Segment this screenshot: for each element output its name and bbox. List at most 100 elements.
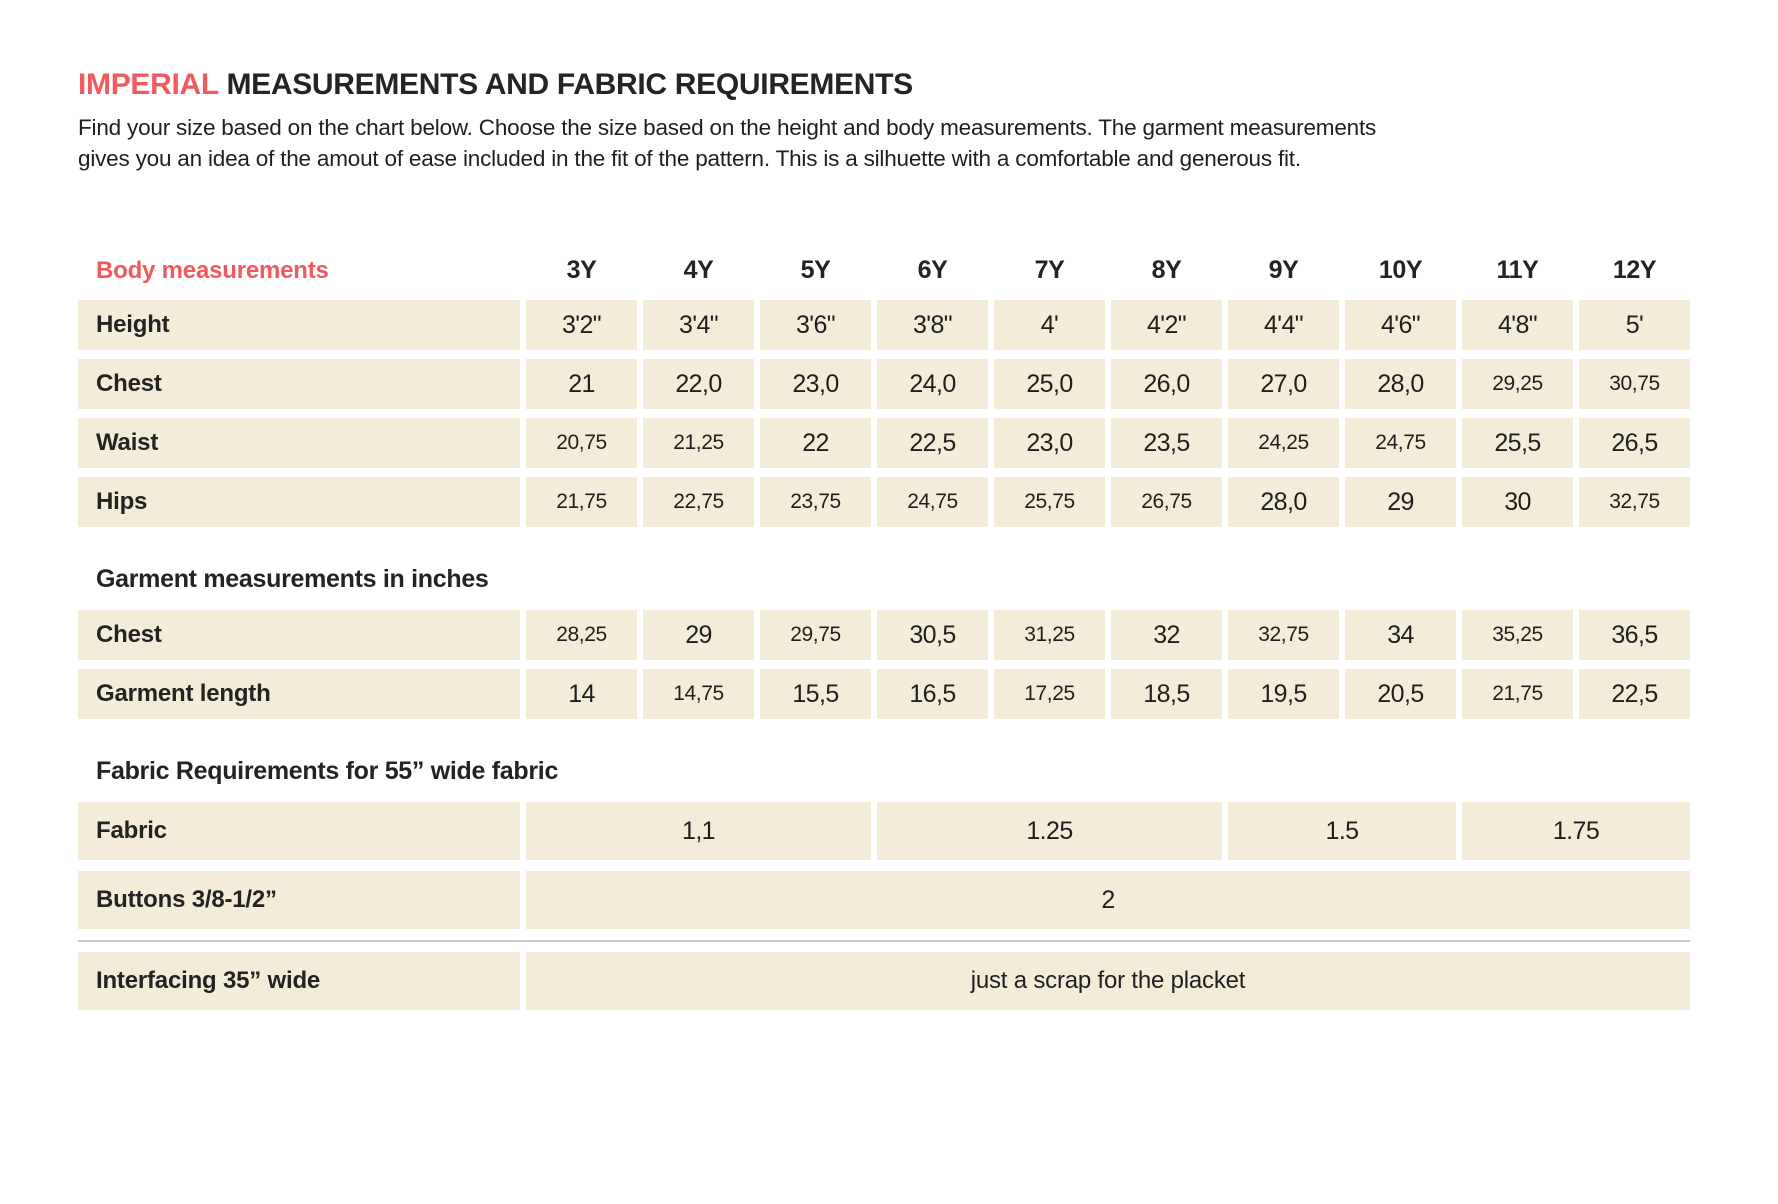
cell-value: 20,75: [526, 418, 637, 469]
cell-value: 20,5: [1345, 669, 1456, 720]
table-row-garment-chest: Chest 28,25 29 29,75 30,5 31,25 32 32,75…: [78, 610, 1690, 661]
size-column-header: 5Y: [800, 256, 831, 285]
row-label: Hips: [78, 477, 520, 528]
table-row-chest: Chest 21 22,0 23,0 24,0 25,0 26,0 27,0 2…: [78, 359, 1690, 410]
body-measurements-heading: Body measurements: [96, 257, 329, 285]
cell-value: 34: [1345, 610, 1456, 661]
table-row-garment-length: Garment length 14 14,75 15,5 16,5 17,25 …: [78, 669, 1690, 720]
cell-value: 29: [643, 610, 754, 661]
size-column-header: 12Y: [1612, 256, 1657, 285]
row-label: Buttons 3/8-1/2”: [78, 871, 520, 930]
cell-value: 27,0: [1228, 359, 1339, 410]
size-column-header: 10Y: [1378, 256, 1423, 285]
cell-value: 22,0: [643, 359, 754, 410]
cell-value: 31,25: [994, 610, 1105, 661]
cell-value: 21: [526, 359, 637, 410]
size-column-header: 7Y: [1034, 256, 1065, 285]
cell-value: 4'4": [1228, 300, 1339, 351]
cell-value: 30: [1462, 477, 1573, 528]
cell-value: 36,5: [1579, 610, 1690, 661]
table-row-buttons: Buttons 3/8-1/2” 2: [78, 871, 1690, 930]
cell-value: 28,25: [526, 610, 637, 661]
cell-value: 28,0: [1345, 359, 1456, 410]
size-chart: Body measurements 3Y 4Y 5Y 6Y 7Y 8Y 9Y 1…: [78, 256, 1690, 1011]
cell-value: 35,25: [1462, 610, 1573, 661]
cell-value: 17,25: [994, 669, 1105, 720]
cell-value: 25,0: [994, 359, 1105, 410]
row-label: Waist: [78, 418, 520, 469]
cell-value: 29: [1345, 477, 1456, 528]
cell-value: 25,75: [994, 477, 1105, 528]
cell-value: 24,75: [1345, 418, 1456, 469]
table-row-height: Height 3'2" 3'4" 3'6" 3'8" 4' 4'2" 4'4" …: [78, 300, 1690, 351]
cell-value: 30,75: [1579, 359, 1690, 410]
cell-value: 22: [760, 418, 871, 469]
cell-value: 5': [1579, 300, 1690, 351]
cell-value: 24,25: [1228, 418, 1339, 469]
cell-value: 25,5: [1462, 418, 1573, 469]
row-label: Height: [78, 300, 520, 351]
table-row-fabric: Fabric 1,1 1.25 1.5 1.75: [78, 802, 1690, 861]
title-accent: IMPERIAL: [78, 68, 219, 101]
cell-value: 26,0: [1111, 359, 1222, 410]
cell-value: 16,5: [877, 669, 988, 720]
cell-value: 21,75: [1462, 669, 1573, 720]
cell-value: 26,5: [1579, 418, 1690, 469]
cell-value: 3'6": [760, 300, 871, 351]
size-column-header: 11Y: [1496, 256, 1539, 285]
cell-value-merged: 1,1: [526, 802, 871, 861]
cell-value: 19,5: [1228, 669, 1339, 720]
cell-value: 14: [526, 669, 637, 720]
page-title: IMPERIAL MEASUREMENTS AND FABRIC REQUIRE…: [78, 68, 1778, 102]
cell-value: 4'8": [1462, 300, 1573, 351]
cell-value: 21,25: [643, 418, 754, 469]
cell-value: 3'2": [526, 300, 637, 351]
cell-value: 28,0: [1228, 477, 1339, 528]
size-column-header: 8Y: [1151, 256, 1182, 285]
cell-value: 21,75: [526, 477, 637, 528]
cell-value: 15,5: [760, 669, 871, 720]
size-header-row: Body measurements 3Y 4Y 5Y 6Y 7Y 8Y 9Y 1…: [78, 256, 1690, 285]
cell-value: 30,5: [877, 610, 988, 661]
intro-line-2: gives you an idea of the amout of ease i…: [78, 146, 1301, 172]
cell-value-merged: just a scrap for the placket: [526, 952, 1690, 1011]
cell-value: 23,0: [994, 418, 1105, 469]
fabric-requirements-heading: Fabric Requirements for 55” wide fabric: [96, 757, 559, 786]
row-label: Interfacing 35” wide: [78, 952, 520, 1011]
cell-value: 24,0: [877, 359, 988, 410]
title-rest: MEASUREMENTS AND FABRIC REQUIREMENTS: [218, 68, 913, 101]
cell-value-merged: 1.5: [1228, 802, 1456, 861]
cell-value: 3'8": [877, 300, 988, 351]
size-column-header: 6Y: [917, 256, 948, 285]
table-row-hips: Hips 21,75 22,75 23,75 24,75 25,75 26,75…: [78, 477, 1690, 528]
cell-value: 32,75: [1228, 610, 1339, 661]
cell-value: 32,75: [1579, 477, 1690, 528]
cell-value-merged: 1.75: [1462, 802, 1690, 861]
cell-value: 4'6": [1345, 300, 1456, 351]
divider-line: [78, 940, 1690, 943]
cell-value: 18,5: [1111, 669, 1222, 720]
row-label: Fabric: [78, 802, 520, 861]
cell-value: 24,75: [877, 477, 988, 528]
intro-line-1: Find your size based on the chart below.…: [78, 115, 1377, 140]
cell-value: 4': [994, 300, 1105, 351]
row-label: Chest: [78, 359, 520, 410]
cell-value-merged: 1.25: [877, 802, 1222, 861]
garment-measurements-heading: Garment measurements in inches: [96, 565, 489, 594]
cell-value: 32: [1111, 610, 1222, 661]
table-row-waist: Waist 20,75 21,25 22 22,5 23,0 23,5 24,2…: [78, 418, 1690, 469]
intro-paragraph: Find your size based on the chart below.…: [78, 112, 1778, 174]
cell-value: 22,5: [877, 418, 988, 469]
table-row-interfacing: Interfacing 35” wide just a scrap for th…: [78, 952, 1690, 1011]
cell-value: 3'4": [643, 300, 754, 351]
cell-value: 23,5: [1111, 418, 1222, 469]
cell-value: 23,75: [760, 477, 871, 528]
cell-value: 26,75: [1111, 477, 1222, 528]
size-column-header: 9Y: [1268, 256, 1299, 285]
row-label: Chest: [78, 610, 520, 661]
cell-value: 22,5: [1579, 669, 1690, 720]
size-column-header: 3Y: [566, 256, 597, 285]
size-column-header: 4Y: [683, 256, 714, 285]
cell-value: 14,75: [643, 669, 754, 720]
